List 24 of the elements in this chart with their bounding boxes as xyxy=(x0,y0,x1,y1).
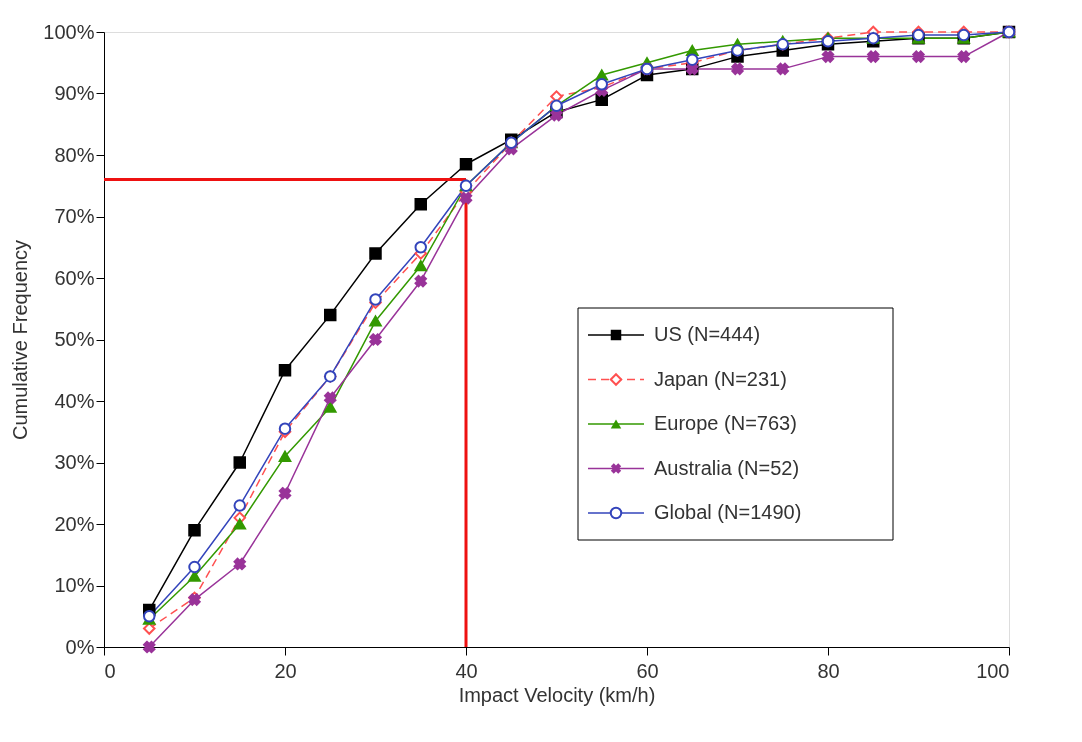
x-tick-label: 0 xyxy=(104,659,116,682)
x-tick-label: 80 xyxy=(817,659,840,682)
x-tick-label: 60 xyxy=(636,659,659,682)
y-tick-label: 50% xyxy=(54,328,95,350)
x-tick-label: 20 xyxy=(274,659,297,682)
y-tick-label: 10% xyxy=(54,574,95,596)
y-tick-label: 20% xyxy=(54,512,95,535)
y-axis-title: Cumulative Frequency xyxy=(9,239,32,441)
y-tick-label: 90% xyxy=(54,82,95,104)
x-axis-title: Impact Velocity (km/h) xyxy=(458,683,656,706)
y-tick-label: 40% xyxy=(54,389,95,412)
legend-label: Japan (N=231) xyxy=(654,367,787,390)
y-tick-label: 30% xyxy=(54,451,95,473)
legend-label: Global (N=1490) xyxy=(654,501,802,523)
y-tick-label: 80% xyxy=(54,143,95,166)
legend-label: Europe (N=763) xyxy=(654,412,797,434)
y-tick-label: 60% xyxy=(54,266,95,289)
y-tick-label: 70% xyxy=(54,205,95,227)
x-tick-label: 40 xyxy=(455,659,478,682)
y-tick-label: 100% xyxy=(43,20,95,43)
legend-label: Australia (N=52) xyxy=(654,456,800,479)
y-tick-label: 0% xyxy=(65,635,95,658)
x-tick-label: 100 xyxy=(976,659,1010,682)
legend-label: US (N=444) xyxy=(654,323,761,345)
